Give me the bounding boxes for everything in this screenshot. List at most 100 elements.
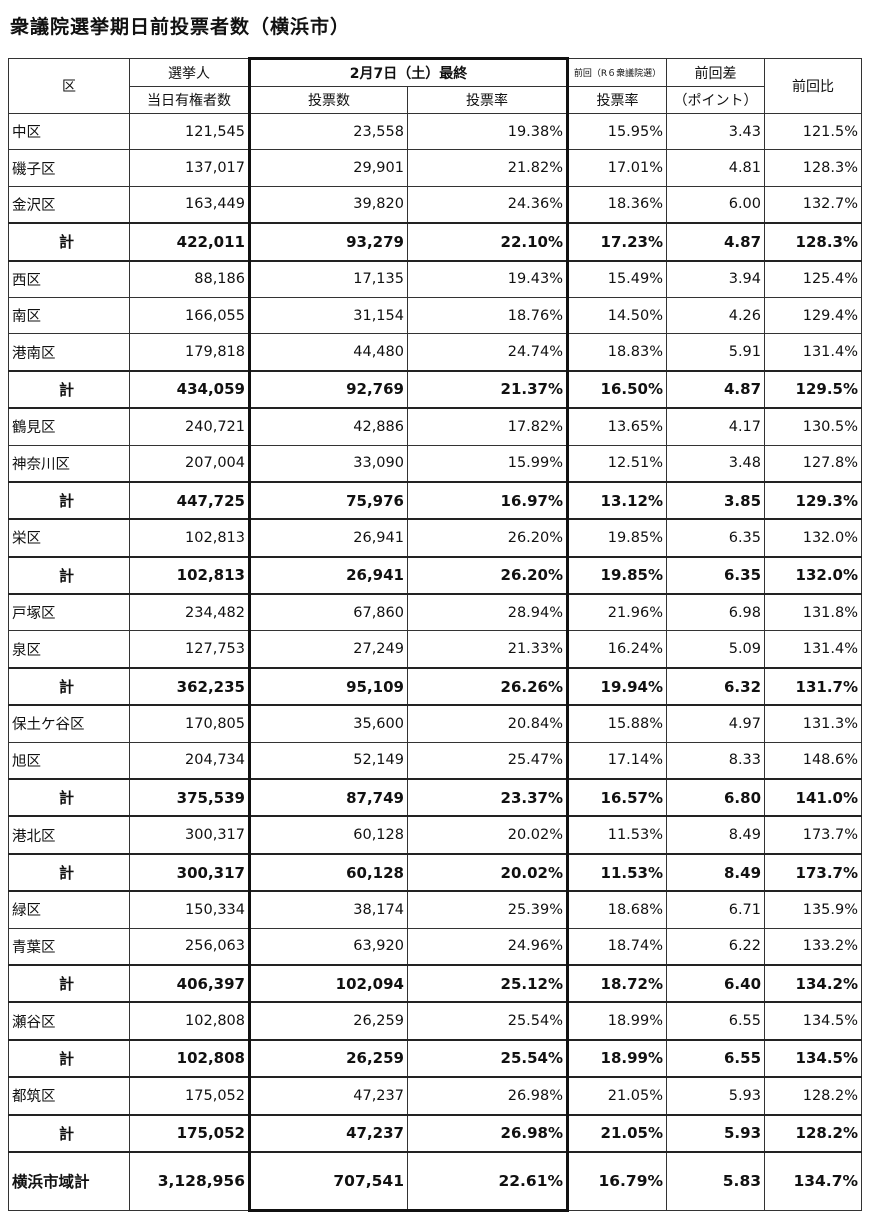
cell-ratio: 129.3%: [764, 480, 863, 521]
cell-name: 瀬谷区: [8, 1001, 130, 1041]
cell-rate: 20.84%: [406, 704, 570, 743]
cell-ratio: 135.9%: [764, 890, 863, 929]
cell-voters: 434,059: [129, 369, 250, 410]
cell-rate: 17.82%: [406, 407, 570, 446]
cell-name: 港南区: [8, 333, 130, 372]
cell-prev-rate: 16.57%: [567, 778, 668, 818]
header-row-1: 区 選挙人 2月7日（土）最終 前回（R６衆議院選） 前回差 前回比: [8, 57, 863, 114]
cell-ratio: 128.2%: [764, 1076, 863, 1116]
cell-diff: 3.48: [666, 444, 766, 483]
cell-ratio: 131.4%: [764, 333, 863, 372]
cell-diff: 4.17: [666, 407, 766, 446]
cell-ratio: 131.7%: [764, 666, 863, 707]
table-row: 中区 121,545 23,558 19.38% 15.95% 3.43 121.5%: [8, 112, 863, 151]
cell-name: 戸塚区: [8, 593, 130, 632]
cell-voters: 362,235: [129, 666, 250, 707]
table-row: 港北区 300,317 60,128 20.02% 11.53% 8.49 173.7%: [8, 815, 863, 855]
cell-diff: 3.94: [666, 260, 766, 298]
cell-rate: 25.47%: [406, 741, 570, 780]
cell-votes: 27,249: [248, 630, 408, 669]
cell-ratio: 133.2%: [764, 927, 863, 966]
table-row: 神奈川区 207,004 33,090 15.99% 12.51% 3.48 127.8%: [8, 444, 863, 483]
cell-diff: 4.97: [666, 704, 766, 743]
cell-ratio: 173.7%: [764, 852, 863, 893]
cell-ratio: 129.4%: [764, 296, 863, 335]
header-voters-line1: 選挙人: [129, 58, 250, 87]
cell-prev-rate: 16.24%: [567, 630, 668, 669]
header-diff-line1: 前回差: [666, 58, 766, 87]
cell-rate: 18.76%: [406, 296, 570, 335]
cell-name: 泉区: [8, 630, 130, 669]
cell-ratio: 141.0%: [764, 778, 863, 818]
cell-name: 金沢区: [8, 185, 130, 224]
cell-voters: 88,186: [129, 260, 250, 298]
cell-diff: 4.87: [666, 222, 766, 262]
early-voting-table: 区 選挙人 2月7日（土）最終 前回（R６衆議院選） 前回差 前回比 当日有権者…: [8, 57, 863, 1212]
cell-diff: 8.49: [666, 852, 766, 893]
cell-ratio: 128.3%: [764, 149, 863, 187]
cell-prev-rate: 15.88%: [567, 704, 668, 743]
cell-ratio: 134.2%: [764, 963, 863, 1004]
cell-name: 計: [8, 480, 130, 521]
cell-name: 計: [8, 778, 130, 818]
cell-prev-rate: 15.95%: [567, 112, 668, 151]
cell-rate: 21.37%: [406, 369, 570, 410]
cell-rate: 21.33%: [406, 630, 570, 669]
cell-voters: 300,317: [129, 815, 250, 855]
subtotal-row: 計 102,808 26,259 25.54% 18.99% 6.55 134.5%: [8, 1038, 863, 1079]
cell-diff: 5.83: [666, 1150, 766, 1211]
cell-diff: 6.00: [666, 185, 766, 224]
cell-voters: 121,545: [129, 112, 250, 151]
cell-rate: 26.20%: [406, 518, 570, 558]
cell-votes: 33,090: [248, 444, 408, 483]
cell-name: 計: [8, 222, 130, 262]
header-prev-group: 前回（R６衆議院選）: [567, 58, 668, 87]
cell-prev-rate: 13.12%: [567, 480, 668, 521]
cell-ratio: 131.4%: [764, 630, 863, 669]
cell-prev-rate: 15.49%: [567, 260, 668, 298]
cell-prev-rate: 21.96%: [567, 593, 668, 632]
cell-diff: 5.93: [666, 1076, 766, 1116]
subtotal-row: 計 422,011 93,279 22.10% 17.23% 4.87 128.3%: [8, 222, 863, 262]
cell-votes: 29,901: [248, 149, 408, 187]
cell-votes: 38,174: [248, 890, 408, 929]
cell-ratio: 131.3%: [764, 704, 863, 743]
cell-diff: 6.35: [666, 518, 766, 558]
table-row: 港南区 179,818 44,480 24.74% 18.83% 5.91 131.4%: [8, 333, 863, 372]
cell-votes: 31,154: [248, 296, 408, 335]
cell-ratio: 132.0%: [764, 518, 863, 558]
cell-prev-rate: 17.23%: [567, 222, 668, 262]
cell-rate: 15.99%: [406, 444, 570, 483]
cell-rate: 24.96%: [406, 927, 570, 966]
cell-prev-rate: 18.99%: [567, 1038, 668, 1079]
cell-ratio: 148.6%: [764, 741, 863, 780]
cell-name: 計: [8, 1038, 130, 1079]
cell-voters: 175,052: [129, 1113, 250, 1153]
cell-name: 計: [8, 852, 130, 893]
cell-name: 西区: [8, 260, 130, 298]
page-title: 衆議院選挙期日前投票者数（横浜市）: [10, 16, 351, 38]
cell-prev-rate: 11.53%: [567, 815, 668, 855]
cell-prev-rate: 18.36%: [567, 185, 668, 224]
subtotal-row: 計 447,725 75,976 16.97% 13.12% 3.85 129.3%: [8, 480, 863, 521]
cell-ratio: 134.7%: [764, 1150, 863, 1211]
subtotal-row: 計 300,317 60,128 20.02% 11.53% 8.49 173.7%: [8, 852, 863, 893]
table-row: 保土ケ谷区 170,805 35,600 20.84% 15.88% 4.97 131.3%: [8, 704, 863, 743]
subtotal-row: 計 406,397 102,094 25.12% 18.72% 6.40 134.2%: [8, 963, 863, 1004]
cell-votes: 17,135: [248, 260, 408, 298]
cell-voters: 102,808: [129, 1038, 250, 1079]
cell-prev-rate: 11.53%: [567, 852, 668, 893]
cell-name: 計: [8, 369, 130, 410]
cell-rate: 26.98%: [406, 1076, 570, 1116]
cell-ratio: 132.7%: [764, 185, 863, 224]
cell-voters: 102,813: [129, 518, 250, 558]
cell-voters: 170,805: [129, 704, 250, 743]
cell-voters: 256,063: [129, 927, 250, 966]
cell-voters: 447,725: [129, 480, 250, 521]
table-row: 磯子区 137,017 29,901 21.82% 17.01% 4.81 128.3%: [8, 149, 863, 187]
header-rate: 投票率: [406, 86, 570, 114]
header-voters-line2: 当日有権者数: [129, 86, 250, 114]
cell-ratio: 121.5%: [764, 112, 863, 151]
cell-rate: 22.61%: [406, 1150, 570, 1212]
cell-prev-rate: 17.01%: [567, 149, 668, 187]
